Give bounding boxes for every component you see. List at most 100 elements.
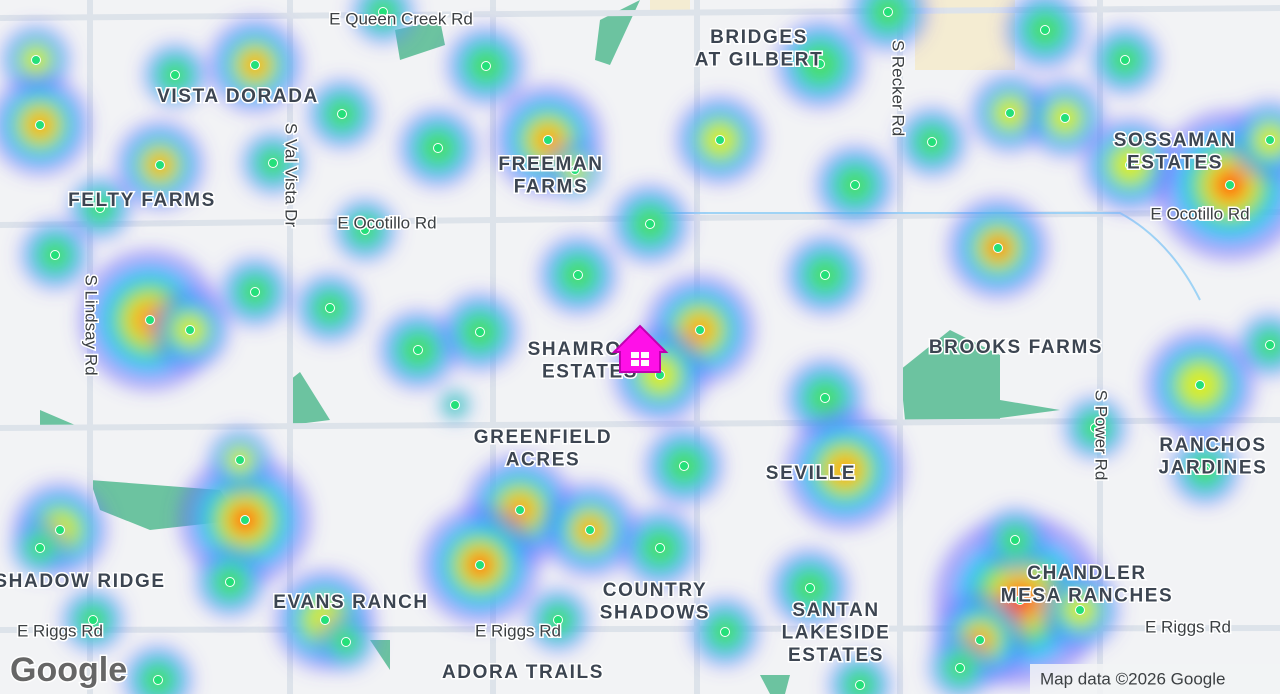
heat-point [975,635,985,645]
heat-point [1090,423,1100,433]
labels: E Queen Creek Rd S Recker Rd S Val Vista D… [0,8,1268,685]
heat-point [1125,160,1135,170]
area-label: MESA RANCHES [1001,586,1174,607]
heat-point [475,560,485,570]
area-label: ACRES [506,450,581,471]
heat-point [320,615,330,625]
heat-point [145,315,155,325]
heat-point [35,120,45,130]
heat-point [679,461,689,471]
heat-point [95,203,105,213]
heat-point [185,325,195,335]
heat-blob [849,0,927,51]
home-marker [611,324,669,373]
heat-point [240,515,250,525]
heat-point [155,160,165,170]
area-label: SEVILLE [766,463,856,484]
road-label: S Val Vista Dr [282,123,301,228]
attribution: Map data ©2026 Google [1040,669,1226,688]
heat-point [855,680,865,690]
area-label: ESTATES [1127,153,1223,174]
area-label: BROOKS FARMS [929,337,1103,358]
area-label: JARDINES [1159,458,1268,479]
area-label: SANTAN [792,600,879,621]
heat-point [1225,180,1235,190]
heat-point [35,543,45,553]
road-label: E Riggs Rd [1145,617,1231,636]
heat-point [413,345,423,355]
heat-point [88,615,98,625]
heat-point [225,577,235,587]
area-label: SHADOWS [600,603,710,624]
area-label: VISTA DORADA [157,86,319,107]
heat-point [883,7,893,17]
area-label: SHADOW RIDGE [0,571,166,592]
area-label: GREENFIELD [474,427,612,448]
heat-point [1010,535,1020,545]
heat-point [50,250,60,260]
heat-point [250,60,260,70]
heat-point [1040,25,1050,35]
heat-blob [829,654,891,694]
heat-point [850,180,860,190]
heat-point [1265,135,1275,145]
area-label: SOSSAMAN [1114,130,1237,151]
road-label: E Ocotillo Rd [1150,204,1249,223]
heatmap-points [31,7,1275,690]
heat-point [235,455,245,465]
heat-point [805,583,815,593]
heat-point [1200,465,1210,475]
area-label: FARMS [514,177,589,198]
heat-point [341,637,351,647]
road-label: E Riggs Rd [17,621,103,640]
heat-point [585,525,595,535]
heat-point [268,158,278,168]
heat-point [378,7,388,17]
heat-point [570,165,580,175]
heat-point [645,219,655,229]
heat-point [337,109,347,119]
heat-point [655,543,665,553]
heat-point [820,393,830,403]
area-label: RANCHOS [1159,435,1266,456]
heat-point [31,55,41,65]
heat-point [153,675,163,685]
google-logo: Google [10,651,127,689]
road-label: E Riggs Rd [475,621,561,640]
area-label: ESTATES [788,645,884,666]
road-label: E Queen Creek Rd [329,9,473,28]
heat-point [481,61,491,71]
heat-point [695,325,705,335]
heat-point [815,59,825,69]
heat-point [573,270,583,280]
heat-point [720,627,730,637]
heat-point [1195,380,1205,390]
heat-point [993,243,1003,253]
heat-point [55,525,65,535]
heat-point [715,135,725,145]
heat-point [325,303,335,313]
heat-point [955,663,965,673]
heat-point [1005,108,1015,118]
heat-point [475,327,485,337]
heat-point [360,225,370,235]
area-label: BRIDGES [710,27,808,48]
road-label: S Lindsay Rd [82,274,101,375]
heat-point [433,143,443,153]
heat-point [250,287,260,297]
heat-point [450,400,460,410]
area-label: ADORA TRAILS [442,662,604,683]
area-label: CHANDLER [1027,563,1146,584]
area-label: COUNTRY [603,580,707,601]
heat-point [1060,113,1070,123]
heat-point [1265,340,1275,350]
heat-point [820,270,830,280]
heat-point [553,615,563,625]
heat-point [515,505,525,515]
area-label: FELTY FARMS [68,190,216,211]
road-label: S Power Rd [1092,390,1111,481]
road-label: E Ocotillo Rd [337,213,436,232]
heat-point [927,137,937,147]
heat-point [840,465,850,475]
